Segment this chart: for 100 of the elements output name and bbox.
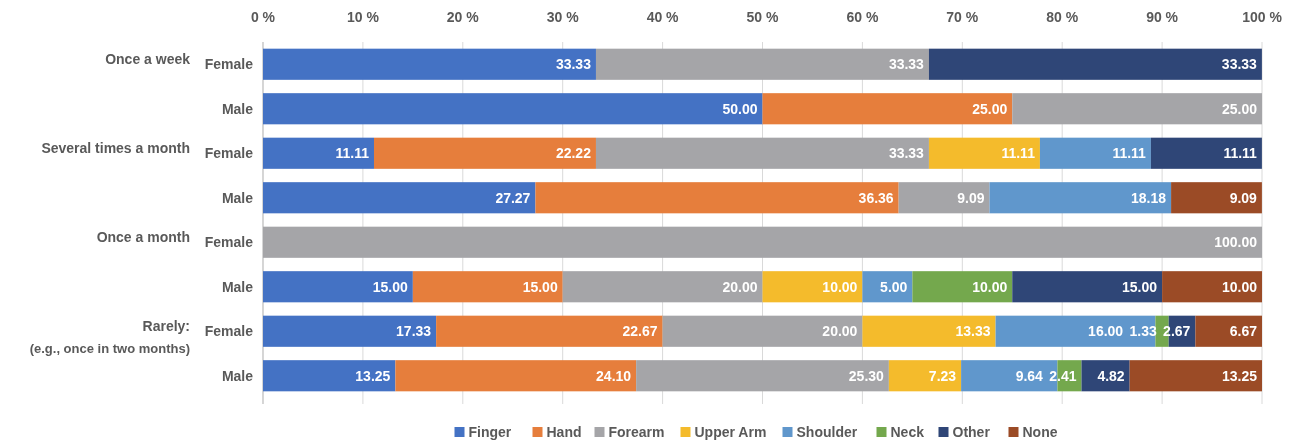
x-tick-label: 70 %: [946, 9, 979, 25]
bar: [263, 182, 536, 214]
data-label: 15.00: [1122, 278, 1158, 295]
data-label: 7.23: [928, 367, 957, 384]
data-label: 100.00: [1214, 234, 1258, 251]
bar: [898, 182, 990, 214]
data-label: 10.00: [972, 278, 1008, 295]
data-label: 10.00: [822, 278, 858, 295]
bar: [928, 48, 1262, 80]
x-tick-label: 90 %: [1146, 9, 1179, 25]
x-tick-label: 50 %: [746, 9, 779, 25]
data-label: 11.11: [1223, 145, 1258, 162]
data-label: 10.00: [1221, 278, 1258, 295]
data-label: 22.22: [555, 145, 592, 162]
bar: [535, 182, 899, 214]
data-label: 9.09: [1229, 189, 1258, 206]
data-label: 25.30: [848, 367, 885, 384]
legend-label: Upper Arm: [694, 424, 767, 440]
x-tick-label: 0 %: [250, 9, 276, 25]
x-tick-label: 40 %: [646, 9, 680, 25]
legend-label: Hand: [546, 424, 582, 440]
bar: [662, 315, 863, 347]
data-label: 27.27: [495, 189, 531, 206]
data-label: 6.67: [1229, 323, 1258, 340]
y-tick-label: Male: [221, 100, 254, 117]
legend-label: Other: [952, 424, 991, 440]
data-label: 15.00: [372, 278, 409, 295]
data-label: 16.00: [1088, 323, 1124, 340]
data-label: 20.00: [722, 278, 758, 295]
data-label: 50.00: [722, 100, 758, 117]
x-tick-label: 100 %: [1242, 9, 1283, 25]
text: Rarely: (e.g., once in two months): [29, 318, 190, 357]
bar: [595, 137, 929, 169]
data-label: 17.33: [396, 323, 432, 340]
data-label: 11.11: [1112, 145, 1147, 162]
bar: [263, 315, 437, 347]
data-label: 20.00: [822, 323, 858, 340]
bar: [263, 226, 1262, 258]
bar: [1195, 315, 1262, 347]
bar: [912, 271, 1013, 303]
y-tick-label: Male: [221, 367, 254, 384]
data-label: 15.00: [522, 278, 558, 295]
text: Once a week: [105, 51, 191, 68]
bar: [1171, 182, 1262, 214]
bar: [1039, 137, 1151, 169]
legend-label: None: [1022, 424, 1058, 440]
data-label: 4.82: [1097, 367, 1125, 384]
data-label: 9.64: [1015, 367, 1044, 384]
x-tick-label: 30 %: [546, 9, 580, 25]
bar: [263, 271, 413, 303]
y-tick-label: Female: [204, 145, 254, 162]
y-tick-label: Male: [221, 278, 254, 295]
bar: [436, 315, 663, 347]
x-tick-label: 10 %: [346, 9, 380, 25]
bar: [395, 360, 637, 392]
data-label: 33.33: [888, 56, 925, 73]
bar: [595, 48, 929, 80]
data-label: 18.18: [1131, 189, 1167, 206]
bar: [762, 271, 863, 303]
x-tick-label: 80 %: [1046, 9, 1079, 25]
bar: [263, 48, 596, 80]
y-tick-label: Female: [204, 234, 254, 251]
x-tick-label: 60 %: [846, 9, 879, 25]
bar: [1012, 271, 1163, 303]
bar: [562, 271, 763, 303]
bar: [762, 93, 1013, 125]
data-label: 13.25: [1221, 367, 1258, 384]
data-label: 25.00: [972, 100, 1008, 117]
data-label: 33.33: [1221, 56, 1258, 73]
bar: [995, 315, 1156, 347]
bar: [862, 315, 996, 347]
y-tick-label: Female: [204, 56, 254, 73]
data-label: 11.11: [1001, 145, 1036, 162]
bar: [1081, 360, 1130, 392]
x-tick-label: 20 %: [446, 9, 480, 25]
bar: [1162, 271, 1262, 303]
text: Several times a month: [41, 140, 190, 157]
bar: [888, 360, 962, 392]
data-label: 9.09: [957, 189, 985, 206]
bar: [373, 137, 596, 169]
data-label: 33.33: [555, 56, 592, 73]
data-label: 13.25: [355, 367, 391, 384]
bar: [263, 137, 374, 169]
bar: [1129, 360, 1262, 392]
bar: [412, 271, 563, 303]
data-label: 22.67: [622, 323, 658, 340]
bar: [1012, 93, 1262, 125]
bar: [1150, 137, 1262, 169]
legend-label: Finger: [468, 424, 512, 440]
data-label: 25.00: [1221, 100, 1258, 117]
bar: [928, 137, 1040, 169]
legend-label: Forearm: [608, 424, 665, 440]
data-label: 5.00: [880, 278, 908, 295]
text: Once a month: [96, 229, 190, 246]
legend-label: Shoulder: [796, 424, 858, 440]
legend-label: Neck: [890, 424, 925, 440]
bar: [263, 93, 763, 125]
data-label: 24.10: [596, 367, 632, 384]
data-label: 13.33: [955, 323, 991, 340]
data-label: 2.67: [1163, 323, 1191, 340]
